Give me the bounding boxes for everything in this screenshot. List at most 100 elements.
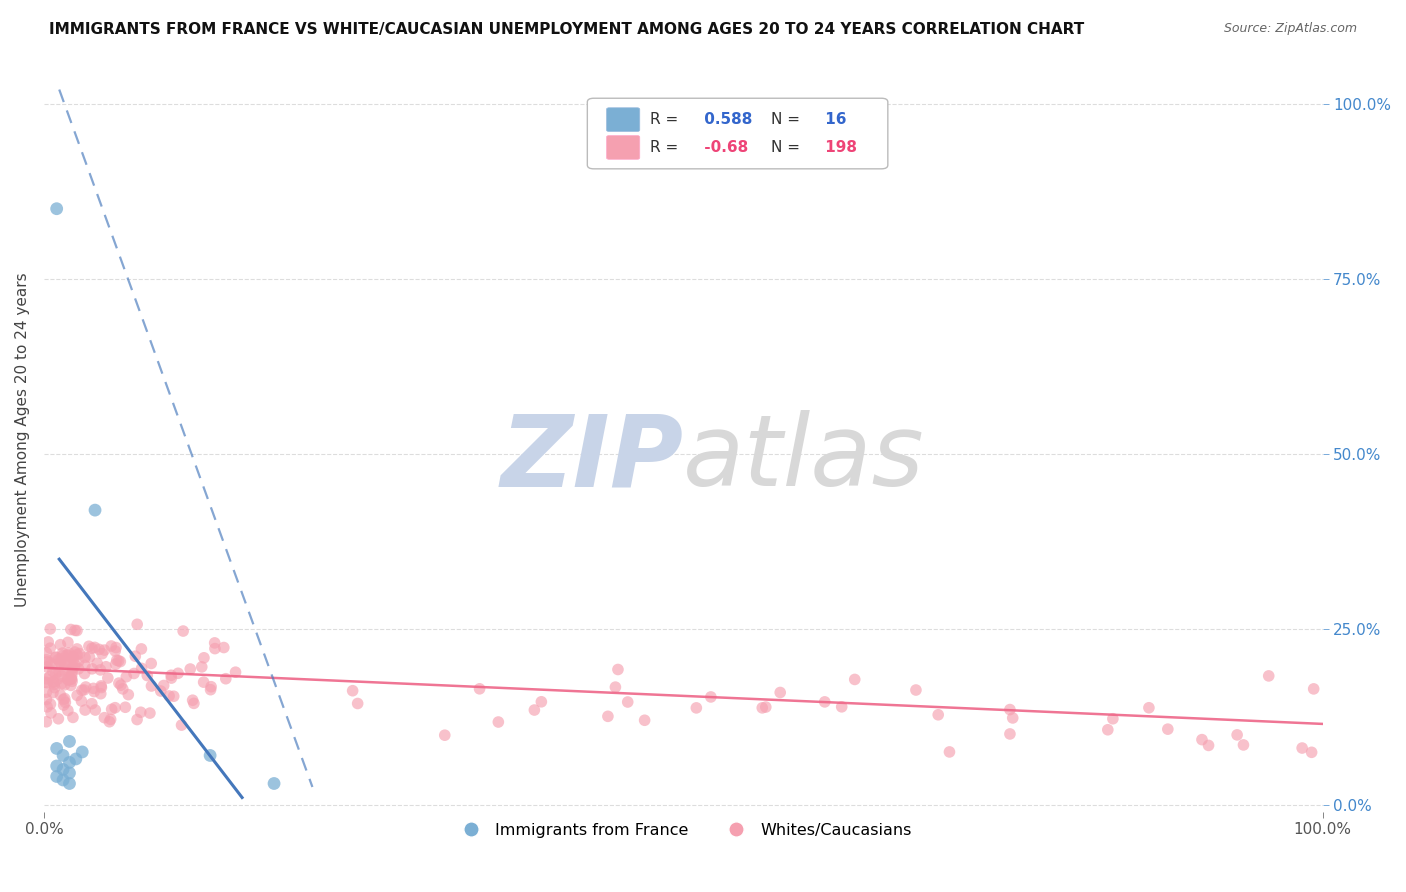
Point <box>56 635 79 649</box>
Point <box>66 642 89 657</box>
Point <box>105 653 128 667</box>
Point <box>163 690 186 704</box>
Point <box>530 695 553 709</box>
Point <box>122 666 145 681</box>
Point <box>77 640 100 654</box>
Point <box>79 650 101 665</box>
Point <box>115 670 138 684</box>
Point <box>62 661 84 675</box>
Point <box>83 640 105 655</box>
Point <box>39 669 62 683</box>
Point <box>73 650 96 665</box>
Point <box>35 685 58 699</box>
Point <box>108 676 131 690</box>
Point <box>110 655 132 669</box>
Point <box>700 690 723 704</box>
Point <box>60 672 83 686</box>
Point <box>49 656 72 670</box>
Point <box>59 663 82 677</box>
Point <box>605 680 627 694</box>
Point <box>48 665 70 679</box>
Point <box>35 672 58 686</box>
Point <box>104 657 127 672</box>
Point <box>86 657 108 671</box>
Point <box>35 692 58 706</box>
Point <box>755 700 778 714</box>
Point <box>100 702 122 716</box>
Point <box>60 651 83 665</box>
Point <box>58 734 80 748</box>
FancyBboxPatch shape <box>588 98 887 169</box>
Point <box>58 646 80 660</box>
Point <box>39 641 62 656</box>
Point <box>62 664 84 678</box>
Text: 16: 16 <box>820 112 846 128</box>
Point <box>1226 728 1249 742</box>
Point <box>73 658 96 673</box>
Point <box>73 666 96 681</box>
Point <box>55 648 77 662</box>
Point <box>53 695 76 709</box>
Point <box>204 636 226 650</box>
Point <box>37 655 59 669</box>
Point <box>198 748 221 763</box>
Point <box>139 706 162 720</box>
Point <box>39 706 62 720</box>
Point <box>52 655 75 669</box>
Point <box>42 674 65 689</box>
Text: ZIP: ZIP <box>501 410 683 507</box>
Point <box>212 640 235 655</box>
Point <box>183 697 205 711</box>
Point <box>1097 723 1119 737</box>
Point <box>90 687 112 701</box>
Point <box>49 638 72 652</box>
Point <box>82 681 104 696</box>
Point <box>39 656 62 670</box>
Point <box>52 646 75 660</box>
Point <box>65 752 87 766</box>
Point <box>129 705 152 719</box>
Point <box>90 681 112 695</box>
Point <box>1302 681 1324 696</box>
Point <box>136 668 159 682</box>
Point <box>1157 722 1180 736</box>
Text: N =: N = <box>772 140 800 155</box>
Point <box>58 756 80 770</box>
Point <box>49 688 72 702</box>
Point <box>160 671 183 685</box>
Point <box>193 675 215 690</box>
Point <box>59 653 82 667</box>
Point <box>48 712 70 726</box>
Point <box>104 700 127 714</box>
Point <box>52 772 75 787</box>
Point <box>486 714 509 729</box>
Point <box>170 718 193 732</box>
Point <box>998 727 1021 741</box>
Point <box>751 701 773 715</box>
Point <box>141 679 163 693</box>
Point <box>181 693 204 707</box>
Point <box>42 675 65 690</box>
Point <box>63 660 86 674</box>
Point <box>67 654 90 668</box>
Point <box>1198 739 1220 753</box>
Point <box>45 741 67 756</box>
Point <box>1137 700 1160 714</box>
Point <box>35 699 58 714</box>
Point <box>104 644 127 658</box>
Point <box>1191 732 1213 747</box>
Point <box>342 683 364 698</box>
Point <box>58 670 80 684</box>
Point <box>1001 711 1024 725</box>
Point <box>769 685 792 699</box>
Text: 0.588: 0.588 <box>699 112 752 128</box>
Point <box>56 672 79 686</box>
Point <box>131 641 153 656</box>
Point <box>127 617 149 632</box>
Point <box>51 669 73 683</box>
Point <box>83 684 105 698</box>
Point <box>89 663 111 677</box>
Point <box>107 654 129 668</box>
Point <box>52 698 75 712</box>
Text: 198: 198 <box>820 140 858 155</box>
